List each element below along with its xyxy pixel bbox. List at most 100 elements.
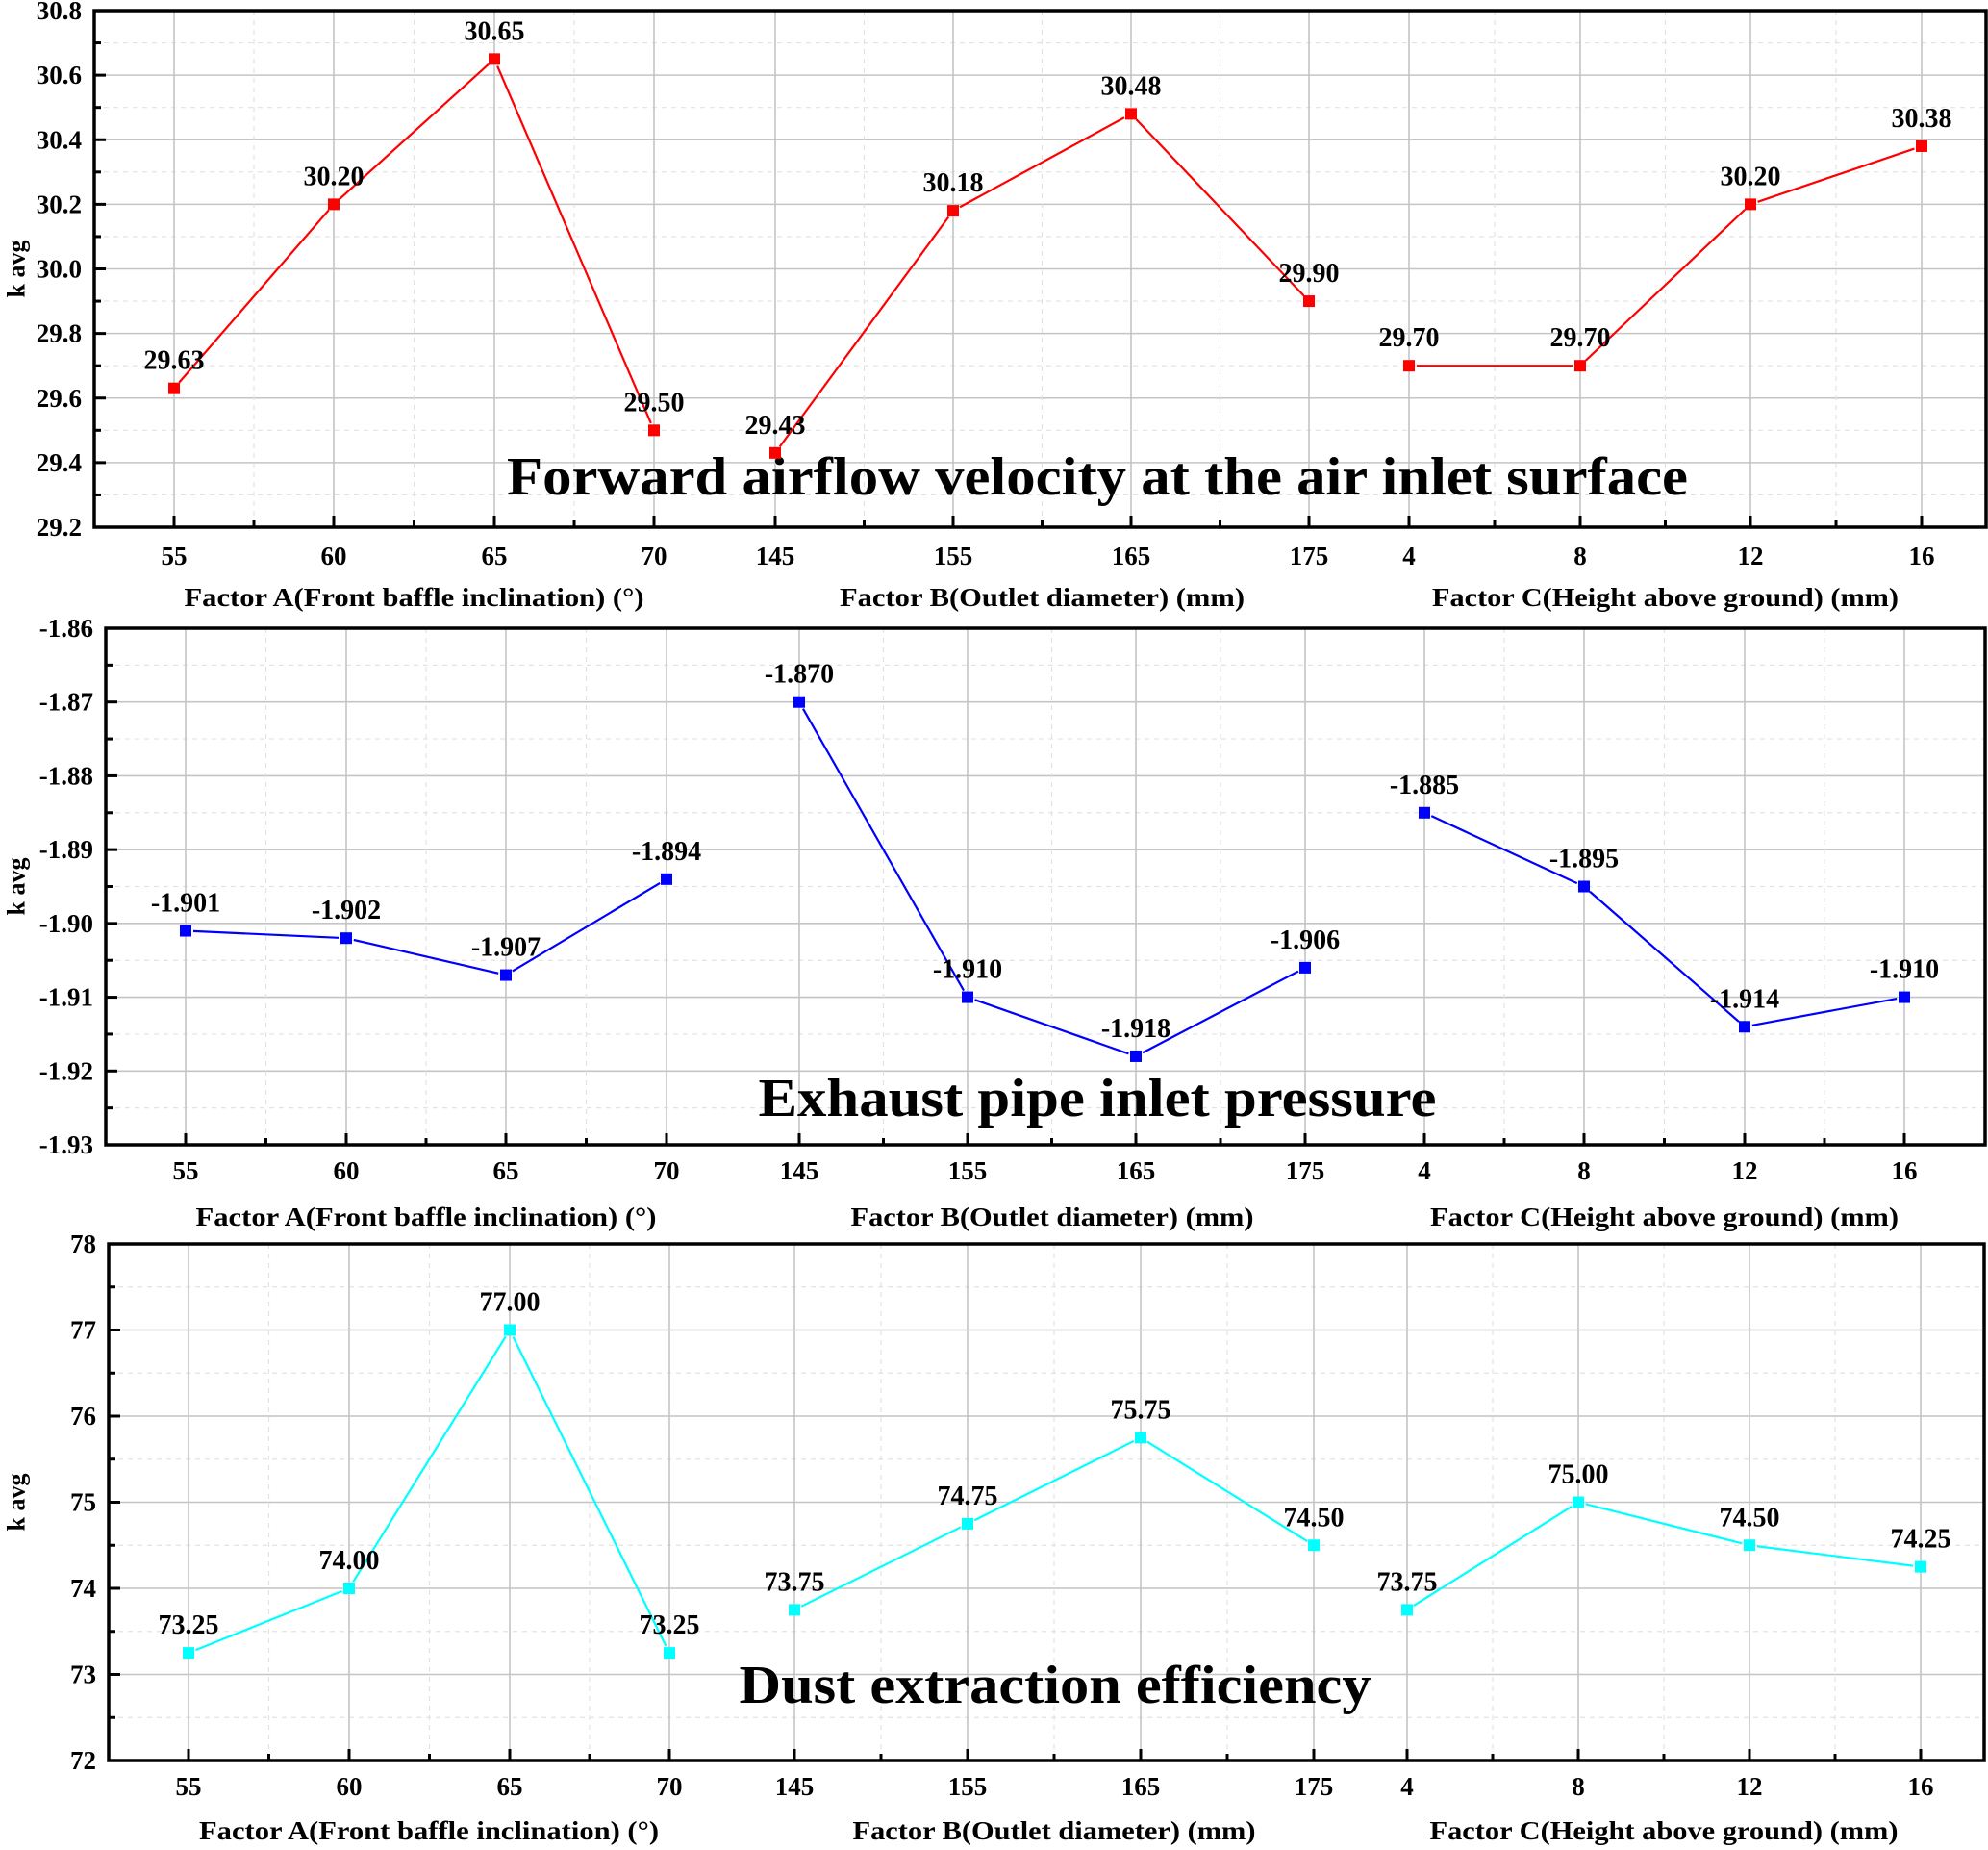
plot-frame	[92, 9, 1988, 529]
x-axis-title: Factor B(Outlet diameter) (mm)	[851, 1203, 1254, 1231]
x-tick-label: 70	[654, 1156, 680, 1185]
y-tick-label: 29.6	[37, 384, 82, 413]
data-label: 74.50	[1720, 1503, 1780, 1533]
x-tick-label: 55	[176, 1772, 202, 1801]
series-line-segment	[1585, 1503, 1743, 1545]
series-line-segment	[959, 116, 1125, 209]
data-point-marker	[1401, 1604, 1413, 1616]
data-point-marker	[168, 382, 180, 394]
data-label: 30.20	[304, 162, 365, 191]
data-point-marker	[1308, 1539, 1320, 1552]
series: -1.901 -1.902 -1.907 -1.894 -1.870 -1.910 -1.9…	[151, 660, 1939, 1062]
y-tick-label: -1.92	[39, 1056, 93, 1085]
data-point-marker	[343, 1583, 355, 1594]
data-point-marker	[1135, 1432, 1146, 1444]
x-axis-title: Factor C(Height above ground) (mm)	[1432, 583, 1899, 612]
x-axis: 55 60 65 70 Factor A(Front baffle inclinatio…	[176, 1749, 1934, 1845]
x-tick-label: 165	[1112, 542, 1151, 570]
y-tick-label: 30.6	[37, 61, 82, 89]
x-tick-label: 12	[1732, 1156, 1758, 1185]
y-tick-label: 29.2	[37, 513, 82, 542]
data-point-marker	[962, 1517, 973, 1530]
data-point-marker	[1744, 1539, 1755, 1552]
x-tick-label: 55	[162, 542, 188, 570]
data-point-marker	[661, 873, 672, 885]
series-line-segment	[1756, 1545, 1914, 1567]
y-tick-label: 73	[70, 1660, 96, 1689]
series-line-segment	[1430, 815, 1578, 885]
y-tick-label: -1.90	[39, 909, 93, 938]
gridlines	[106, 628, 1985, 1145]
y-tick-label: -1.87	[39, 688, 93, 717]
x-tick-label: 8	[1573, 542, 1587, 570]
data-label: -1.885	[1390, 771, 1459, 800]
series-line-segment	[512, 1336, 667, 1647]
plot-frame	[104, 626, 1987, 1147]
data-point-marker	[504, 1324, 516, 1336]
data-label: -1.918	[1101, 1014, 1170, 1044]
chart-panel-3: 72 73 74 75 76 77 78 k avg 55 60 65 70 Factor A(Fron…	[3, 1229, 1986, 1845]
x-tick-label: 145	[775, 1772, 815, 1801]
data-point-marker	[328, 198, 340, 211]
x-tick-label: 175	[1286, 1156, 1325, 1185]
x-axis: 55 60 65 70 Factor A(Front baffle inclinatio…	[173, 1133, 1918, 1231]
x-tick-label: 155	[948, 1772, 988, 1801]
data-point-marker	[1130, 1050, 1142, 1062]
data-label: 29.90	[1279, 259, 1340, 289]
data-point-marker	[1299, 961, 1311, 974]
data-label: -1.901	[151, 889, 220, 919]
series-line-segment	[1751, 997, 1898, 1026]
data-label: 77.00	[480, 1288, 541, 1318]
data-label: 30.65	[465, 16, 525, 46]
x-tick-label: 175	[1290, 542, 1329, 570]
data-point-marker	[1745, 198, 1756, 211]
series-line-segment	[802, 708, 965, 992]
data-point-marker	[793, 696, 805, 708]
data-point-marker	[489, 53, 500, 65]
x-axis-title: Factor B(Outlet diameter) (mm)	[853, 1816, 1256, 1845]
data-point-marker	[769, 446, 781, 459]
series: 73.25 74.00 77.00 73.25 73.75 74.75 75.75 74.50…	[159, 1288, 1951, 1660]
series-line-segment	[1413, 1505, 1573, 1608]
y-tick-label: 74	[70, 1574, 96, 1603]
data-label: 74.00	[319, 1546, 380, 1576]
y-tick-label: 77	[70, 1316, 96, 1345]
data-label: -1.910	[1870, 955, 1939, 985]
data-label: 30.48	[1101, 71, 1162, 101]
x-tick-label: 16	[1892, 1156, 1918, 1185]
data-point-marker	[962, 991, 973, 1003]
data-point-marker	[1125, 108, 1137, 120]
x-tick-label: 65	[497, 1772, 523, 1801]
x-tick-label: 8	[1577, 1156, 1591, 1185]
x-tick-label: 4	[1402, 542, 1416, 570]
series-line-segment	[339, 63, 490, 200]
y-tick-label: 29.4	[37, 448, 82, 477]
panel-title: Exhaust pipe inlet pressure	[759, 1069, 1437, 1128]
data-label: 74.75	[938, 1482, 998, 1511]
series: 29.63 30.20 30.65 29.50 29.43 30.18 30.48 29.90…	[144, 16, 1952, 459]
x-axis-title: Factor B(Outlet diameter) (mm)	[840, 583, 1245, 612]
series-line-segment	[353, 938, 499, 975]
y-tick-label: -1.86	[39, 614, 93, 643]
data-label: 30.20	[1721, 162, 1781, 191]
y-tick-label: -1.91	[39, 983, 93, 1012]
data-label: -1.906	[1271, 925, 1340, 955]
x-tick-label: 70	[642, 542, 667, 570]
series-line-segment	[512, 881, 661, 973]
data-point-marker	[1574, 360, 1586, 372]
data-point-marker	[180, 925, 191, 937]
series-line-segment	[778, 215, 950, 448]
y-tick-label: 30.4	[37, 125, 82, 154]
series-line-segment	[496, 65, 652, 424]
x-tick-label: 165	[1121, 1772, 1161, 1801]
data-point-marker	[664, 1647, 675, 1660]
x-axis-title: Factor C(Height above ground) (mm)	[1430, 1816, 1899, 1845]
data-label: 29.50	[624, 388, 685, 418]
data-label: 73.25	[159, 1610, 219, 1640]
panel-title: Forward airflow velocity at the air inle…	[507, 447, 1688, 507]
y-axis-title: k avg	[3, 241, 31, 298]
data-point-marker	[1419, 806, 1430, 819]
data-label: 29.43	[745, 411, 806, 441]
data-point-marker	[183, 1647, 194, 1660]
